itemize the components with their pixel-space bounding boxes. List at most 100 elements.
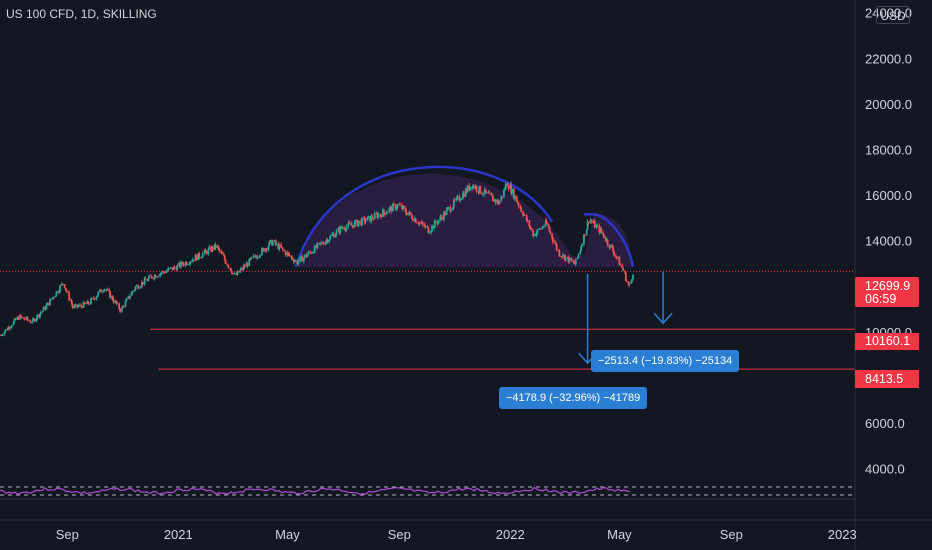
candlesticks[interactable] — [0, 181, 634, 337]
candle-body — [335, 230, 338, 235]
pattern-fill — [295, 173, 634, 267]
candle-body — [424, 226, 427, 228]
candle-body — [358, 220, 361, 223]
symbol-title[interactable]: US 100 CFD, 1D, SKILLING — [6, 7, 157, 21]
candle-body — [604, 238, 607, 241]
candle-body — [498, 201, 501, 205]
candle-body — [48, 302, 51, 306]
candle-body — [93, 298, 96, 300]
candle-body — [163, 272, 166, 274]
candle-body — [120, 307, 123, 312]
candle-body — [175, 267, 178, 271]
candle-body — [576, 257, 579, 259]
candle-body — [226, 263, 229, 266]
candle-body — [229, 267, 232, 269]
candle-body — [423, 224, 426, 227]
candle-body — [250, 257, 252, 260]
candle-body — [487, 192, 490, 194]
candle-body — [481, 193, 483, 195]
candle-body — [532, 229, 534, 236]
candle-body — [618, 257, 621, 265]
candle-body — [385, 212, 388, 215]
candle-body — [595, 225, 598, 228]
candle-body — [472, 185, 474, 189]
candle-body — [84, 303, 87, 305]
time-axis[interactable]: Sep 2021 May Sep 2022 May Sep 2023 — [0, 519, 932, 542]
candle-body — [189, 261, 192, 265]
candle-body — [99, 289, 101, 292]
candle-body — [140, 282, 143, 287]
candle-body — [409, 211, 412, 215]
candle-body — [337, 228, 340, 231]
candle-body — [112, 300, 115, 303]
candle-body — [292, 259, 295, 262]
candle-body — [615, 256, 618, 258]
candle-body — [453, 199, 456, 201]
candle-body — [129, 295, 131, 299]
candle-body — [596, 225, 599, 227]
candle-body — [395, 207, 398, 210]
candle-body — [16, 317, 19, 320]
candle-body — [122, 306, 125, 307]
candle-body — [356, 219, 359, 227]
candle-body — [220, 251, 222, 253]
candle-body — [580, 246, 583, 251]
candle-body — [108, 289, 111, 292]
price-plot[interactable] — [0, 165, 855, 500]
candle-body — [563, 254, 566, 261]
candle-body — [459, 199, 462, 201]
candle-body — [542, 227, 544, 229]
candle-body — [101, 291, 104, 293]
candle-body — [567, 256, 570, 263]
candle-body — [452, 207, 454, 210]
candle-body — [102, 290, 105, 292]
candle-body — [392, 204, 395, 205]
candle-body — [14, 318, 17, 320]
candle-body — [178, 262, 181, 266]
candle-body — [240, 268, 242, 271]
candle-body — [621, 264, 624, 268]
measure-label-2[interactable]: −4178.9 (−32.96%) −41789 — [499, 387, 648, 409]
candle-body — [302, 257, 305, 262]
candle-body — [491, 194, 493, 197]
candle-body — [321, 242, 324, 244]
candle-body — [115, 300, 118, 304]
candle-body — [539, 228, 542, 230]
candle-body — [555, 244, 558, 250]
candle-body — [373, 213, 376, 219]
candle-body — [526, 220, 529, 222]
candle-body — [19, 315, 21, 320]
candle-body — [188, 264, 191, 265]
candle-body — [92, 297, 95, 299]
measure-label-1[interactable]: −2513.4 (−19.83%) −25134 — [591, 350, 740, 372]
candle-body — [144, 278, 147, 281]
currency-button[interactable]: USD — [876, 6, 910, 24]
candle-body — [293, 260, 296, 262]
candle-body — [602, 232, 604, 235]
candle-body — [111, 295, 114, 301]
indicator-line — [0, 486, 631, 496]
candle-body — [568, 257, 571, 263]
price-axis[interactable]: 24000.022000.020000.018000.016000.014000… — [854, 0, 912, 550]
candle-body — [261, 248, 263, 255]
candle-body — [213, 244, 216, 250]
candle-body — [507, 185, 510, 190]
candle-body — [398, 204, 401, 206]
candle-body — [268, 241, 271, 247]
candle-body — [137, 285, 140, 289]
candle-body — [25, 316, 28, 320]
candle-body — [329, 235, 332, 240]
candle-body — [554, 242, 557, 245]
candle-body — [503, 189, 506, 191]
candle-body — [130, 292, 133, 296]
candle-body — [291, 256, 293, 260]
candle-body — [628, 283, 631, 285]
candle-body — [343, 228, 346, 230]
candle-body — [159, 274, 161, 277]
candle-body — [199, 257, 202, 259]
rounded-top-arc — [294, 165, 554, 268]
y-tick-label: 16000.0 — [865, 188, 912, 203]
candle-body — [235, 273, 238, 275]
candle-body — [369, 216, 372, 222]
